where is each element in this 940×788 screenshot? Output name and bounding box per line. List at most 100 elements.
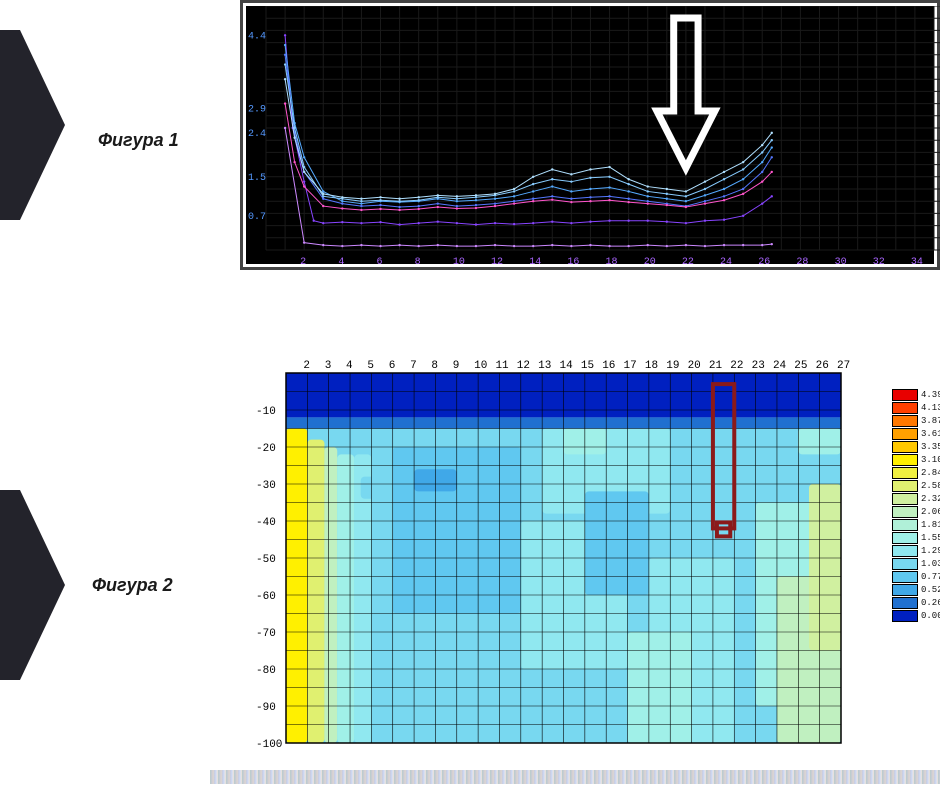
svg-text:-80: -80 [256, 665, 276, 677]
legend-value: 0.00 [921, 611, 940, 621]
legend-row: 1.81 [892, 518, 940, 531]
legend-value: 1.55 [921, 533, 940, 543]
legend-swatch [892, 415, 918, 427]
svg-text:3: 3 [325, 360, 332, 372]
legend-row: 0.52 [892, 583, 940, 596]
decor-noise-strip [210, 770, 940, 784]
svg-text:32: 32 [873, 257, 885, 268]
legend-swatch [892, 402, 918, 414]
legend-row: 2.58 [892, 479, 940, 492]
legend-swatch [892, 519, 918, 531]
legend-swatch [892, 571, 918, 583]
colorbar-legend: 4.394.133.873.613.353.102.842.582.322.06… [892, 388, 940, 622]
legend-value: 2.58 [921, 481, 940, 491]
svg-text:22: 22 [682, 257, 694, 268]
svg-text:2: 2 [300, 257, 306, 268]
decor-wedge-1 [0, 30, 70, 225]
chart-1-frame: 0.71.52.42.94.42468101214161820222426283… [240, 0, 940, 270]
svg-text:-40: -40 [256, 517, 276, 529]
legend-swatch [892, 532, 918, 544]
svg-text:26: 26 [816, 360, 829, 372]
svg-text:2: 2 [303, 360, 310, 372]
svg-text:26: 26 [758, 257, 770, 268]
legend-row: 1.29 [892, 544, 940, 557]
svg-text:9: 9 [453, 360, 460, 372]
svg-text:7: 7 [410, 360, 417, 372]
page-root: Фигура 1 0.71.52.42.94.42468101214161820… [0, 0, 940, 788]
svg-text:28: 28 [796, 257, 808, 268]
svg-text:21: 21 [709, 360, 723, 372]
svg-text:15: 15 [581, 360, 594, 372]
svg-text:0.7: 0.7 [248, 212, 266, 223]
svg-text:17: 17 [624, 360, 637, 372]
legend-swatch [892, 454, 918, 466]
svg-text:30: 30 [835, 257, 847, 268]
svg-text:13: 13 [538, 360, 551, 372]
legend-row: 0.77 [892, 570, 940, 583]
legend-value: 1.29 [921, 546, 940, 556]
svg-text:6: 6 [377, 257, 383, 268]
legend-value: 2.84 [921, 468, 940, 478]
legend-swatch [892, 441, 918, 453]
legend-row: 3.35 [892, 440, 940, 453]
legend-value: 2.06 [921, 507, 940, 517]
chart-2-frame: 2345678910111213141516171819202122232425… [248, 355, 888, 755]
legend-row: 0.00 [892, 609, 940, 622]
svg-text:4: 4 [338, 257, 344, 268]
legend-row: 4.13 [892, 401, 940, 414]
legend-swatch [892, 597, 918, 609]
svg-text:12: 12 [517, 360, 530, 372]
svg-text:16: 16 [602, 360, 615, 372]
svg-text:16: 16 [567, 257, 579, 268]
svg-text:11: 11 [495, 360, 509, 372]
legend-row: 4.39 [892, 388, 940, 401]
svg-text:1.5: 1.5 [248, 173, 266, 184]
legend-swatch [892, 389, 918, 401]
legend-swatch [892, 584, 918, 596]
legend-value: 3.35 [921, 442, 940, 452]
svg-text:18: 18 [606, 257, 618, 268]
legend-row: 0.26 [892, 596, 940, 609]
legend-value: 0.26 [921, 598, 940, 608]
legend-row: 1.03 [892, 557, 940, 570]
legend-row: 1.55 [892, 531, 940, 544]
legend-value: 0.77 [921, 572, 940, 582]
legend-value: 3.61 [921, 429, 940, 439]
legend-row: 3.61 [892, 427, 940, 440]
svg-text:-70: -70 [256, 628, 276, 640]
svg-text:25: 25 [794, 360, 807, 372]
svg-text:24: 24 [720, 257, 732, 268]
svg-text:20: 20 [644, 257, 656, 268]
figure-2-label: Фигура 2 [92, 575, 173, 596]
svg-text:10: 10 [453, 257, 465, 268]
svg-text:8: 8 [415, 257, 421, 268]
legend-row: 3.87 [892, 414, 940, 427]
chart-1-plot: 0.71.52.42.94.42468101214161820222426283… [246, 6, 934, 264]
legend-value: 1.81 [921, 520, 940, 530]
svg-text:6: 6 [389, 360, 396, 372]
legend-value: 3.87 [921, 416, 940, 426]
svg-text:12: 12 [491, 257, 503, 268]
svg-text:8: 8 [431, 360, 438, 372]
svg-text:2.4: 2.4 [248, 129, 266, 140]
svg-text:14: 14 [560, 360, 574, 372]
svg-text:20: 20 [688, 360, 701, 372]
legend-value: 3.10 [921, 455, 940, 465]
legend-swatch [892, 467, 918, 479]
svg-text:-50: -50 [256, 554, 276, 566]
svg-text:23: 23 [752, 360, 765, 372]
legend-swatch [892, 493, 918, 505]
svg-text:27: 27 [837, 360, 850, 372]
svg-text:14: 14 [529, 257, 541, 268]
legend-swatch [892, 558, 918, 570]
svg-text:19: 19 [666, 360, 679, 372]
svg-text:-10: -10 [256, 406, 276, 418]
svg-text:-30: -30 [256, 480, 276, 492]
legend-swatch [892, 506, 918, 518]
svg-text:34: 34 [911, 257, 923, 268]
legend-swatch [892, 545, 918, 557]
svg-text:-90: -90 [256, 702, 276, 714]
decor-wedge-2 [0, 490, 70, 685]
svg-text:4: 4 [346, 360, 353, 372]
legend-swatch [892, 610, 918, 622]
